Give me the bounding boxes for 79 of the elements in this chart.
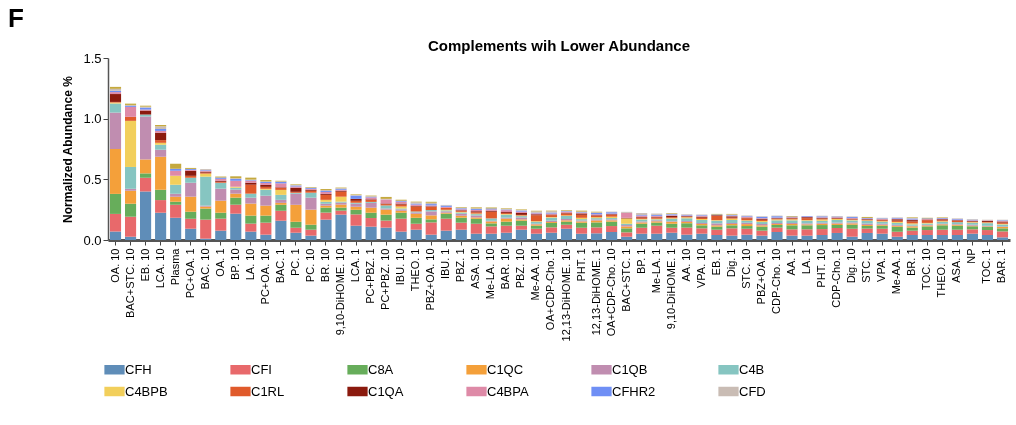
x-tick-label: PBZ. 10 (514, 248, 527, 289)
chart-title: Complements wih Lower Abundance (428, 37, 690, 54)
x-tick-label: THEO. 10 (935, 248, 948, 298)
legend-label: C1QB (612, 361, 648, 377)
x-tick-label: Me-AA. 10 (529, 248, 542, 301)
legend-label: C8A (368, 361, 394, 377)
x-tick-label: Dig. 10 (845, 248, 858, 284)
x-tick-label: BP. 1 (634, 248, 647, 274)
x-tick-label: OA. 1 (213, 248, 226, 277)
legend-label: C1RL (251, 383, 285, 399)
x-tick-label: 9,10-DiHOME. 10 (334, 248, 347, 336)
x-tick-label: Me-LA. 1 (649, 248, 662, 294)
legend-label: CFD (739, 383, 766, 399)
x-tick-label: OA+CDP-Cho. 1 (544, 248, 557, 331)
x-tick-label: PC+OA. 1 (183, 248, 196, 299)
x-tick-label: Plasma (168, 247, 181, 286)
x-tick-label: PC+PBZ. 10 (379, 248, 392, 310)
y-tick-label: 0.0 (83, 232, 102, 248)
x-tick-label: Dig. 1 (724, 248, 737, 278)
x-tick-label: BAC. 1 (273, 248, 286, 284)
x-tick-label: PHT. 1 (574, 248, 587, 282)
x-tick-label: CDP-Cho. 1 (830, 248, 843, 308)
x-tick-label: EB. 1 (709, 248, 722, 276)
x-tick-label: BR. 1 (905, 248, 918, 277)
x-tick-label: BP. 10 (228, 248, 241, 281)
legend-label: C4BPB (125, 383, 168, 399)
x-tick-label: STC. 1 (860, 248, 873, 283)
x-tick-label: VPA. 1 (875, 248, 888, 282)
legend-label: CFH (125, 361, 152, 377)
x-tick-label: ASA. 1 (950, 248, 963, 283)
x-tick-label: PC+OA. 10 (258, 248, 271, 305)
x-tick-label: OA+CDP-Cho. 10 (604, 248, 617, 337)
text: F (8, 3, 24, 33)
x-tick-label: IBU. 10 (394, 248, 407, 286)
x-tick-label: VPA. 10 (694, 248, 707, 289)
x-tick-label: BAR. 1 (995, 248, 1008, 284)
x-tick-label: THEO. 1 (409, 248, 422, 292)
legend-label: CFHR2 (612, 383, 656, 399)
x-tick-label: 9,10-DiHOME. 1 (664, 248, 677, 330)
x-tick-label: 12,13-DiHOME. 1 (589, 248, 602, 336)
y-tick-label: 0.5 (83, 171, 102, 187)
x-tick-label: PC+PBZ. 1 (364, 248, 377, 304)
x-tick-label: PBZ+OA. 10 (424, 248, 437, 311)
x-tick-label: BAC+STC. 1 (619, 248, 632, 312)
x-tick-label: TOC. 1 (980, 248, 993, 284)
y-tick-label: 1.5 (83, 50, 102, 66)
x-tick-label: PBZ+OA. 1 (754, 248, 767, 305)
x-tick-label: PHT. 10 (815, 248, 828, 288)
y-axis-title: Normalized Abundance % (61, 75, 76, 223)
legend-label: C4BPA (487, 383, 529, 399)
x-tick-label: PBZ. 1 (454, 248, 467, 283)
x-tick-label: BR. 10 (318, 248, 331, 283)
x-tick-label: LCA. 10 (153, 248, 166, 289)
x-tick-label: Me-LA. 10 (484, 248, 497, 300)
x-tick-label: BAC. 10 (198, 248, 211, 290)
x-tick-label: BAR. 10 (499, 248, 512, 290)
x-tick-label: OA. 10 (108, 248, 121, 283)
x-tick-label: AA. 1 (785, 248, 798, 276)
x-tick-label: TOC. 10 (920, 248, 933, 290)
legend-label: C4B (739, 361, 765, 377)
x-tick-label: NP (965, 248, 978, 264)
x-tick-label: LCA. 1 (349, 248, 362, 283)
legend-label: CFI (251, 361, 272, 377)
x-tick-label: EB. 10 (138, 248, 151, 282)
x-tick-label: Me-AA. 1 (890, 248, 903, 295)
x-tick-label: AA. 10 (679, 248, 692, 282)
x-tick-label: LA. 10 (243, 248, 256, 281)
x-tick-label: CDP-Cho. 10 (769, 248, 782, 314)
x-tick-label: PC. 1 (288, 248, 301, 277)
x-tick-label: BAC+STC. 10 (123, 248, 136, 318)
x-tick-label: LA. 1 (800, 248, 813, 275)
x-tick-label: PC. 10 (303, 248, 316, 283)
y-tick-label: 1.0 (83, 111, 102, 127)
x-tick-label: IBU. 1 (439, 248, 452, 280)
x-tick-label: 12,13-DiHOME. 10 (559, 248, 572, 342)
x-tick-label: STC. 10 (739, 248, 752, 289)
legend-label: C1QA (368, 383, 404, 399)
legend-label: C1QC (487, 361, 524, 377)
x-tick-label: ASA. 10 (469, 248, 482, 289)
